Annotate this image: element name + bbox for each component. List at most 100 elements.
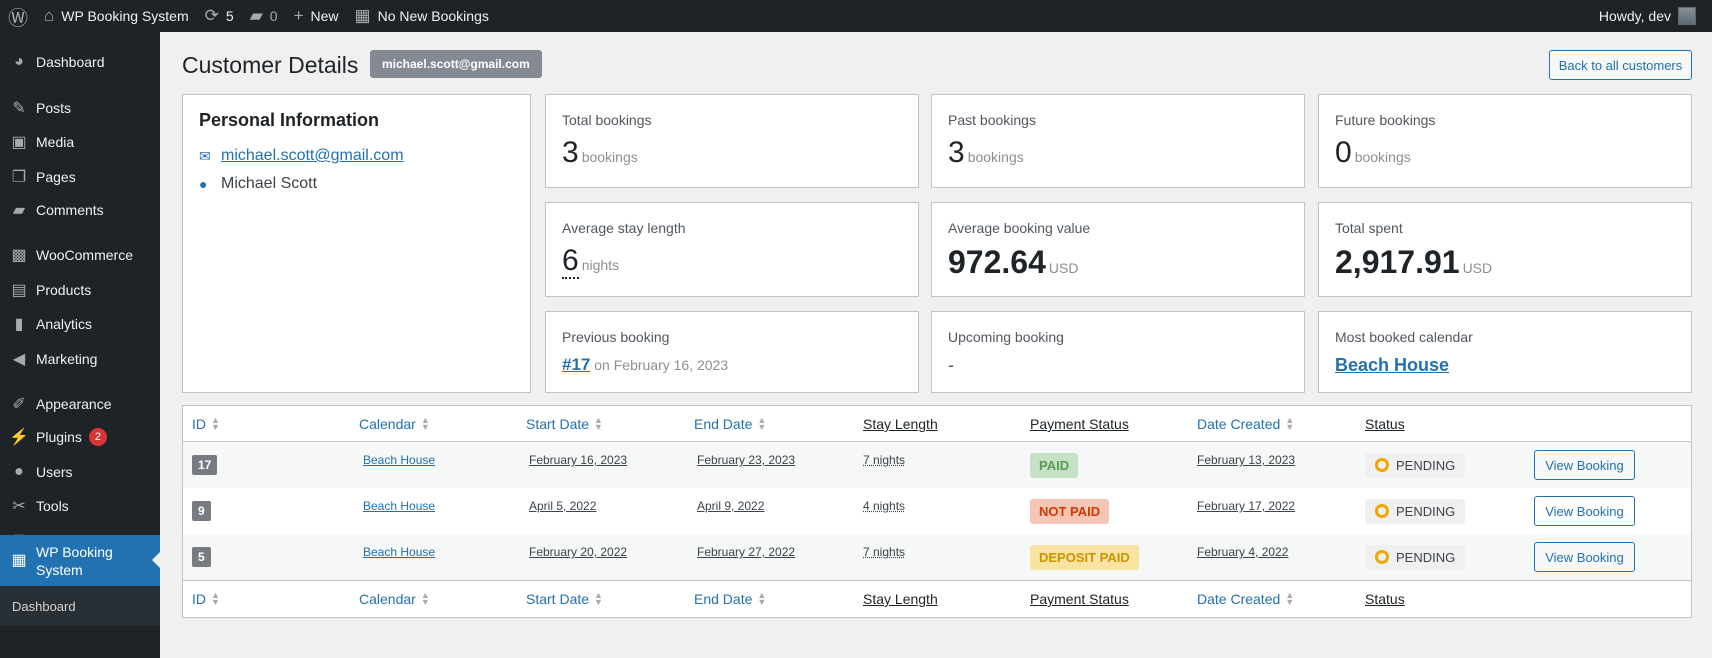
column-header-calendar[interactable]: Calendar ▲ ▼	[359, 415, 430, 433]
date-created-link[interactable]: February 4, 2022	[1197, 545, 1289, 559]
view-booking-button[interactable]: View Booking	[1534, 450, 1635, 480]
admin-bar: Ⓦ ⌂ WP Booking System ⟳ 5 ▰ 0 + New ▦ No New …	[0, 0, 1712, 32]
sort-icon: ▲ ▼	[420, 415, 430, 432]
sort-icon: ▲ ▼	[757, 415, 767, 432]
stat-link[interactable]: Beach House	[1335, 355, 1450, 375]
media-icon: ▣	[11, 134, 27, 151]
sidebar-item-pages[interactable]: ❐ Pages	[0, 160, 160, 194]
column-header-end-date[interactable]: End Date ▲ ▼	[694, 590, 767, 608]
sidebar-item-products[interactable]: ▤ Products	[0, 273, 160, 307]
booking-id-badge: 9	[192, 501, 211, 521]
end-date-link[interactable]: February 27, 2022	[697, 545, 796, 559]
calendar-link[interactable]: Beach House	[363, 453, 436, 467]
comment-icon: ▰	[249, 6, 263, 25]
stat-label: Previous booking	[562, 329, 670, 345]
sidebar-item-dashboard[interactable]: ◕ Dashboard	[0, 45, 160, 79]
bookings-link[interactable]: ▦ No New Bookings	[354, 6, 489, 25]
updates-icon: ⟳	[204, 6, 219, 25]
stat-link[interactable]: #17	[562, 355, 591, 374]
stat-label: Most booked calendar	[1335, 329, 1473, 345]
site-name-link[interactable]: ⌂ WP Booking System	[44, 6, 189, 25]
sidebar-item-wp-booking-system[interactable]: ▦ WP Booking System	[0, 535, 160, 586]
sidebar-item-plugins[interactable]: ⚡ Plugins 2	[0, 420, 160, 454]
calendar-icon: ▦	[354, 6, 371, 25]
sort-icon: ▲ ▼	[594, 415, 603, 432]
column-header-payment-status[interactable]: Payment Status	[1030, 416, 1129, 432]
column-header-date-created[interactable]: Date Created ▲ ▼	[1197, 590, 1295, 608]
column-header-status[interactable]: Status	[1365, 416, 1405, 432]
sidebar-item-media[interactable]: ▣ Media	[0, 125, 160, 159]
calendar-link[interactable]: Beach House	[363, 545, 436, 559]
column-header-stay-length[interactable]: Stay Length	[863, 416, 938, 432]
dashboard-icon: ◕	[14, 53, 24, 70]
megaphone-icon: ◀	[12, 351, 26, 368]
column-header-calendar[interactable]: Calendar ▲ ▼	[359, 590, 430, 608]
date-created-link[interactable]: February 13, 2023	[1197, 453, 1296, 467]
status-badge: PENDING	[1365, 452, 1466, 478]
wordpress-logo-button[interactable]: Ⓦ	[0, 0, 36, 32]
sort-icon: ▲ ▼	[420, 590, 430, 607]
email-badge: michael.scott@gmail.com	[370, 50, 542, 78]
table-row: 17 Beach House February 16, 2023 Februar…	[183, 442, 1691, 488]
stat-card-upcoming-booking: Upcoming booking -	[931, 311, 1305, 393]
sidebar-item-tools[interactable]: ✂ Tools	[0, 489, 160, 523]
stat-unit: bookings	[581, 149, 638, 165]
stat-value: 3	[948, 136, 965, 169]
update-count-badge: 2	[88, 428, 107, 446]
stat-label: Total spent	[1335, 220, 1403, 236]
stat-label: Future bookings	[1335, 112, 1436, 128]
comments-link[interactable]: ▰ 0	[249, 6, 278, 25]
end-date-link[interactable]: February 23, 2023	[697, 453, 796, 467]
sort-icon: ▲ ▼	[211, 415, 220, 432]
stat-unit: USD	[1462, 260, 1493, 276]
table-row: 9 Beach House April 5, 2022 April 9, 202…	[183, 488, 1691, 534]
stat-label: Average stay length	[562, 220, 686, 236]
email-link[interactable]: michael.scott@gmail.com	[221, 147, 404, 164]
column-header-start-date[interactable]: Start Date ▲ ▼	[526, 415, 603, 433]
payment-status-badge: DEPOSIT PAID	[1030, 544, 1139, 570]
submenu-item-dashboard[interactable]: Dashboard	[0, 586, 160, 626]
start-date-link[interactable]: February 20, 2022	[529, 545, 628, 559]
updates-link[interactable]: ⟳ 5	[204, 6, 234, 25]
stat-unit: bookings	[1354, 149, 1411, 165]
home-icon: ⌂	[44, 6, 55, 25]
customer-name: Michael Scott	[221, 175, 318, 192]
table-header: ID ▲ ▼ Calendar ▲ ▼ Start Date ▲ ▼ End Date ▲ ▼ Stay…	[183, 406, 1691, 442]
column-header-payment-status[interactable]: Payment Status	[1030, 591, 1129, 607]
date-created-link[interactable]: February 17, 2022	[1197, 499, 1296, 513]
stat-value: 2,917.91	[1335, 244, 1460, 280]
back-to-customers-button[interactable]: Back to all customers	[1549, 50, 1692, 80]
new-content-link[interactable]: + New	[293, 6, 339, 25]
calendar-link[interactable]: Beach House	[363, 499, 436, 513]
column-header-end-date[interactable]: End Date ▲ ▼	[694, 415, 767, 433]
stat-value: 3	[562, 136, 579, 169]
sidebar-item-analytics[interactable]: ▮ Analytics	[0, 307, 160, 341]
user-account-menu[interactable]: Howdy, dev	[1591, 0, 1704, 32]
column-header-status[interactable]: Status	[1365, 591, 1405, 607]
view-booking-button[interactable]: View Booking	[1534, 496, 1635, 526]
start-date-link[interactable]: February 16, 2023	[529, 453, 628, 467]
booking-id-badge: 5	[192, 547, 211, 567]
start-date-link[interactable]: April 5, 2022	[529, 499, 597, 513]
column-header-start-date[interactable]: Start Date ▲ ▼	[526, 590, 603, 608]
sidebar-item-woocommerce[interactable]: ▩ WooCommerce	[0, 238, 160, 272]
status-badge: PENDING	[1365, 498, 1466, 524]
sort-icon: ▲ ▼	[757, 590, 767, 607]
sidebar-item-users[interactable]: ● Users	[0, 455, 160, 489]
stat-value: 972.64	[948, 244, 1046, 280]
view-booking-button[interactable]: View Booking	[1534, 542, 1635, 572]
sidebar-item-posts[interactable]: ✎ Posts	[0, 91, 160, 125]
stat-text: -	[948, 355, 954, 375]
column-header-id[interactable]: ID ▲ ▼	[192, 590, 220, 608]
end-date-link[interactable]: April 9, 2022	[697, 499, 765, 513]
sidebar-item-comments[interactable]: ▰ Comments	[0, 193, 160, 227]
column-header-stay-length[interactable]: Stay Length	[863, 591, 938, 607]
sidebar-item-marketing[interactable]: ◀ Marketing	[0, 342, 160, 376]
stat-label: Total bookings	[562, 112, 652, 128]
user-icon: ●	[14, 463, 24, 480]
stat-card-total-spent: Total spent 2,917.91 USD	[1318, 202, 1692, 297]
column-header-date-created[interactable]: Date Created ▲ ▼	[1197, 415, 1295, 433]
column-header-id[interactable]: ID ▲ ▼	[192, 415, 220, 433]
sidebar-item-appearance[interactable]: ✐ Appearance	[0, 387, 160, 421]
avatar	[1678, 7, 1696, 25]
